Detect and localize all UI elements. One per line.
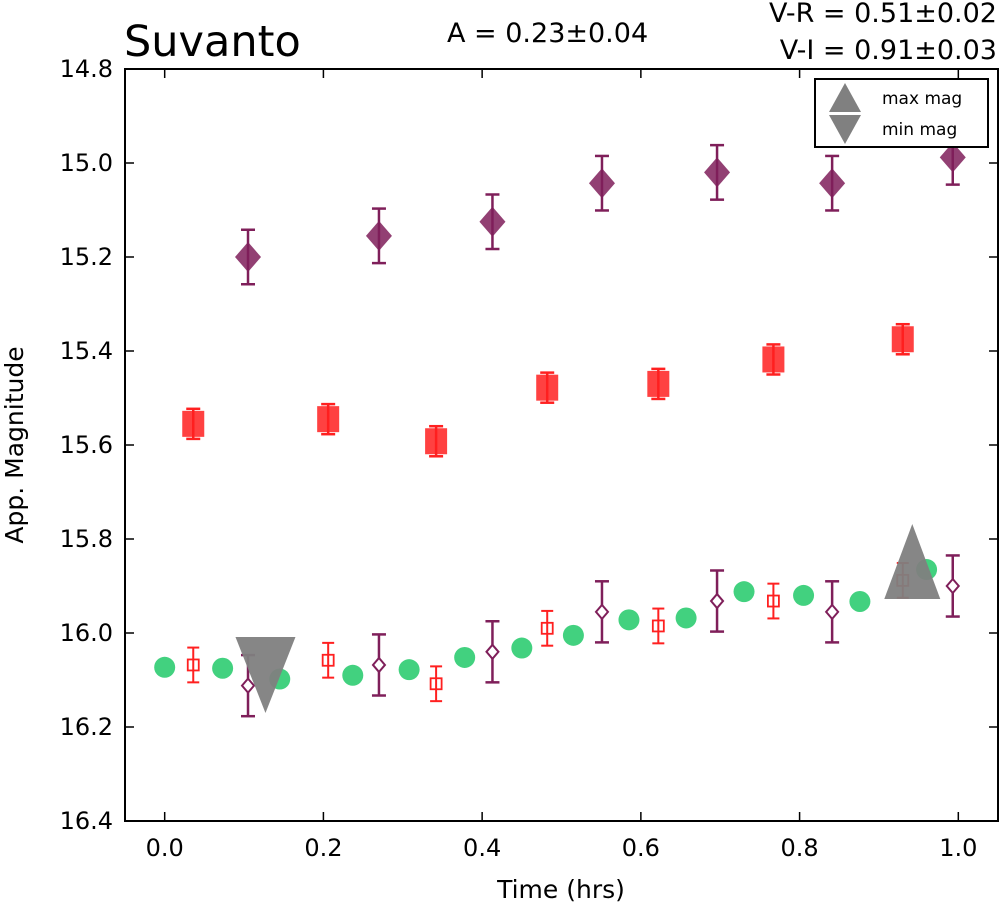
y-tick-label: 14.8 bbox=[60, 55, 113, 83]
data-point-square bbox=[536, 374, 559, 401]
legend-max-mag-marker bbox=[829, 83, 861, 112]
y-tick-label: 15.4 bbox=[60, 337, 113, 365]
color-vi-annotation: V-I = 0.91±0.03 bbox=[780, 35, 997, 66]
data-point-square bbox=[182, 410, 205, 437]
data-point-diamond bbox=[235, 242, 262, 272]
y-tick-label: 15.0 bbox=[60, 149, 113, 177]
data-point-diamond bbox=[704, 157, 731, 188]
data-point-open-diamond bbox=[594, 603, 610, 621]
data-point-square bbox=[425, 428, 448, 455]
y-tick-label: 15.6 bbox=[60, 431, 113, 459]
x-tick-label: 1.0 bbox=[939, 834, 977, 862]
legend-min-mag-marker bbox=[829, 115, 861, 144]
legend-max-mag-label: max mag bbox=[882, 89, 962, 109]
x-tick-label: 0.4 bbox=[463, 834, 501, 862]
data-point-open-square bbox=[540, 621, 554, 635]
legend: max mag min mag bbox=[814, 78, 989, 148]
data-point-open-square bbox=[186, 658, 200, 672]
amplitude-annotation: A = 0.23±0.04 bbox=[447, 18, 648, 49]
data-point-circle bbox=[454, 646, 476, 668]
y-tick-label: 16.4 bbox=[60, 807, 113, 835]
y-tick-label: 16.2 bbox=[60, 713, 113, 741]
data-point-circle bbox=[849, 591, 871, 613]
data-point-circle bbox=[562, 624, 584, 646]
data-point-diamond bbox=[588, 168, 615, 199]
max-mag-marker bbox=[884, 523, 941, 599]
chart-title: Suvanto bbox=[124, 17, 301, 67]
data-point-circle bbox=[618, 609, 640, 631]
data-point-circle bbox=[398, 659, 420, 681]
data-marks bbox=[154, 128, 966, 718]
data-point-circle bbox=[342, 664, 364, 686]
data-point-circle bbox=[675, 607, 697, 629]
y-tick-label: 15.8 bbox=[60, 525, 113, 553]
data-point-open-diamond bbox=[485, 643, 500, 661]
x-axis-label: Time (hrs) bbox=[496, 875, 625, 904]
data-point-diamond bbox=[479, 206, 506, 237]
data-point-diamond bbox=[365, 220, 392, 251]
x-tick-label: 0.6 bbox=[622, 834, 660, 862]
data-point-open-square bbox=[321, 653, 335, 667]
data-point-open-square bbox=[651, 619, 665, 633]
axis-ticks: 0.0 0.2 0.4 0.6 0.8 1.0 14.8 15.0 15.2 15.4 15.6 15… bbox=[60, 55, 998, 862]
data-point-open-diamond bbox=[824, 603, 840, 621]
data-point-circle bbox=[793, 584, 815, 606]
data-point-diamond bbox=[939, 142, 966, 173]
y-tick-label: 15.2 bbox=[60, 243, 113, 271]
data-point-circle bbox=[733, 581, 755, 603]
data-point-square bbox=[317, 406, 340, 433]
data-point-square bbox=[762, 346, 785, 373]
data-point-square bbox=[891, 326, 914, 353]
x-tick-label: 0.0 bbox=[146, 834, 184, 862]
y-axis-label: App. Magnitude bbox=[0, 346, 29, 543]
x-tick-label: 0.8 bbox=[781, 834, 819, 862]
data-point-circle bbox=[212, 657, 234, 679]
y-tick-label: 16.0 bbox=[60, 619, 113, 647]
data-point-open-diamond bbox=[371, 656, 387, 674]
color-vr-annotation: V-R = 0.51±0.02 bbox=[769, 0, 997, 29]
data-point-open-diamond bbox=[240, 677, 256, 695]
min-mag-marker bbox=[235, 637, 296, 713]
data-point-circle bbox=[154, 656, 176, 678]
data-point-square bbox=[647, 370, 670, 397]
data-point-open-square bbox=[767, 594, 780, 608]
x-tick-label: 0.2 bbox=[304, 834, 342, 862]
data-point-circle bbox=[511, 637, 533, 659]
data-point-open-square bbox=[429, 677, 443, 691]
legend-min-mag-label: min mag bbox=[882, 120, 957, 140]
data-point-diamond bbox=[819, 168, 846, 199]
data-point-open-diamond bbox=[945, 577, 961, 595]
data-point-open-diamond bbox=[709, 592, 725, 610]
plot-area bbox=[124, 68, 999, 822]
